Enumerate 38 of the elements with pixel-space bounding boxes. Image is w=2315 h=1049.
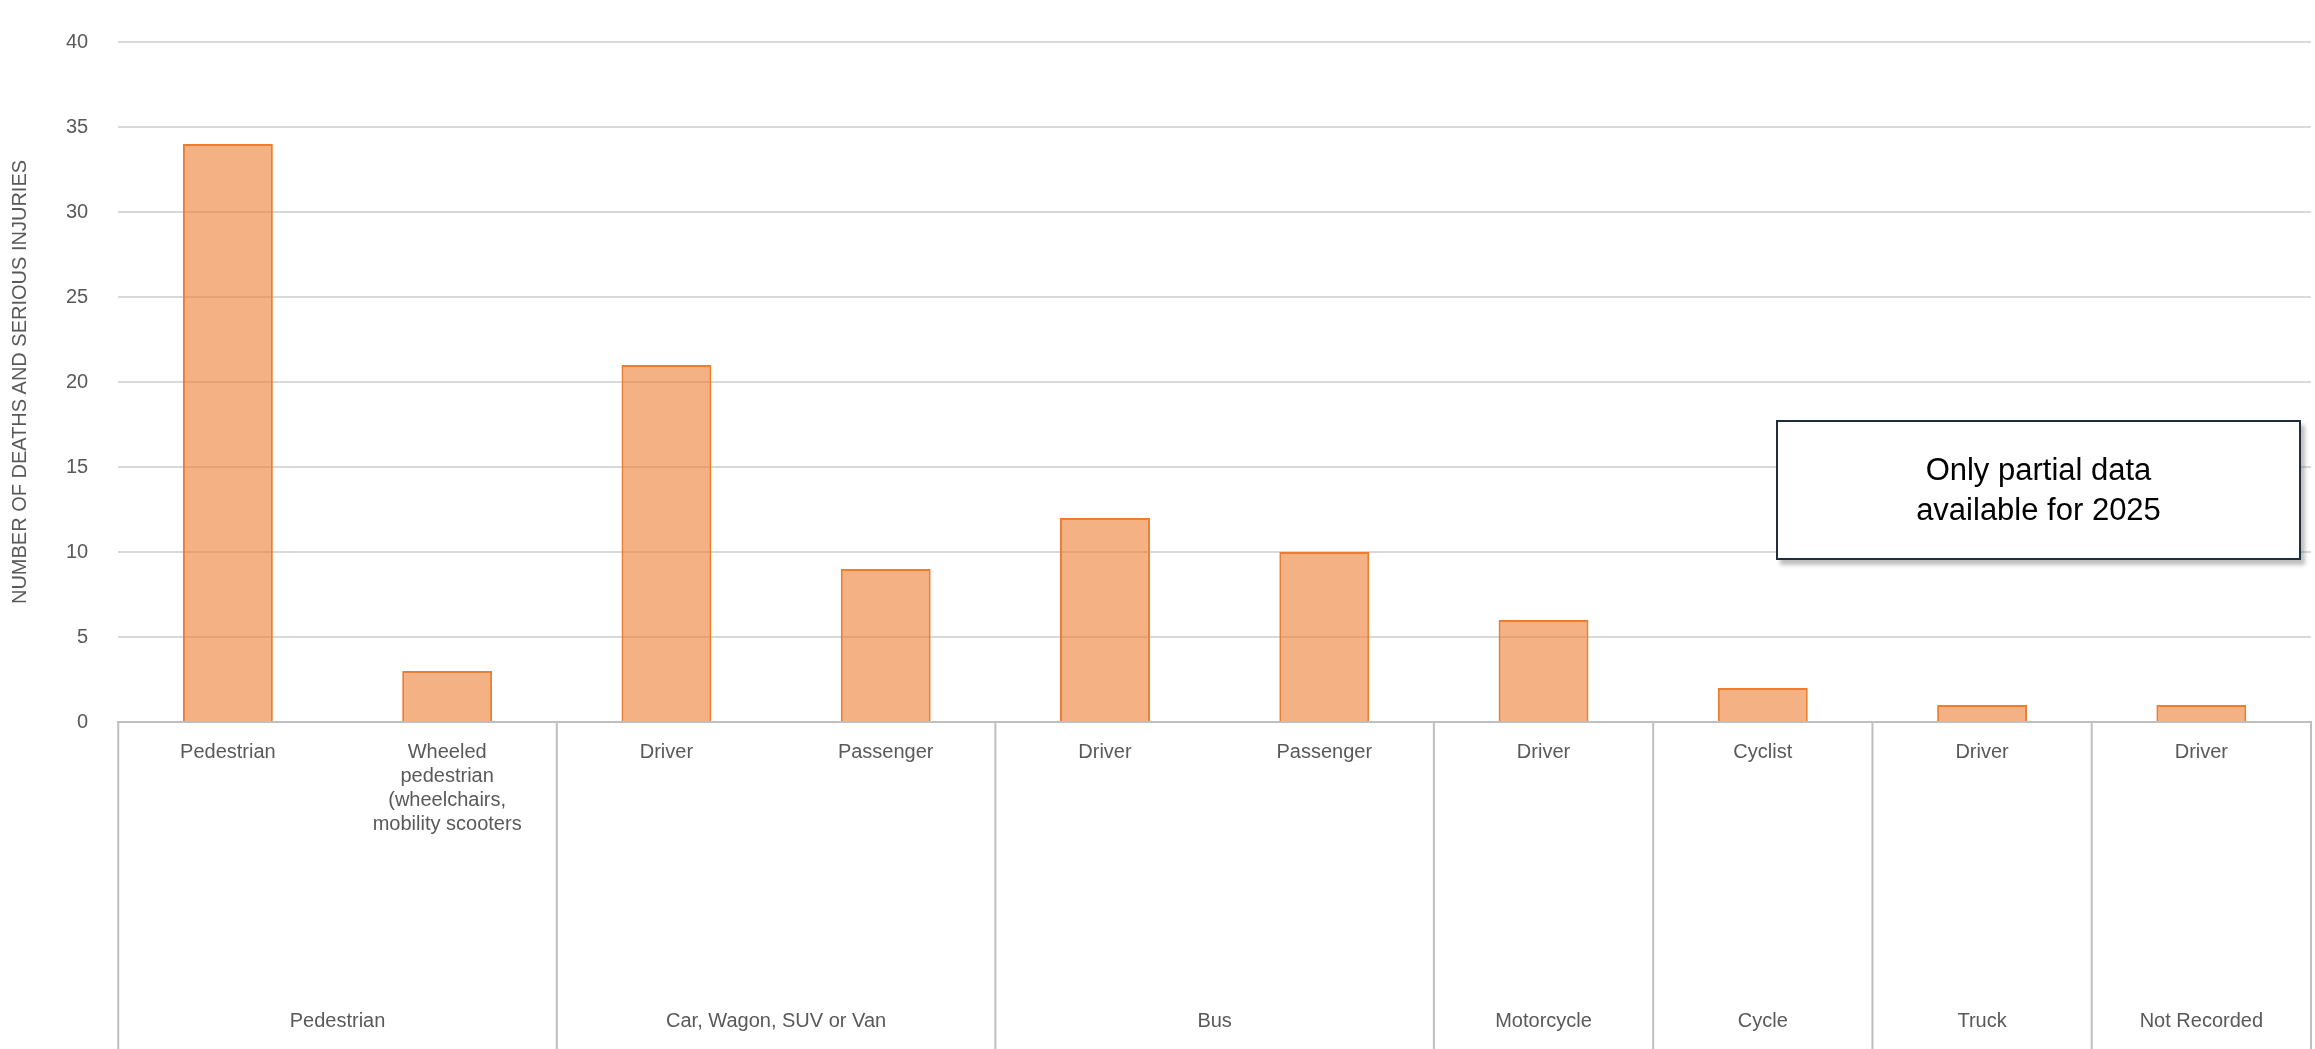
text: Not Recorded — [2139, 1008, 2264, 1031]
y-tick-label: 40 — [66, 29, 89, 52]
x-tick-label: Driver — [2174, 739, 2229, 762]
bar — [1060, 518, 1150, 721]
x-tick-label: Passenger — [837, 739, 934, 762]
y-tick-label: 0 — [77, 709, 89, 732]
y-tick-label: 20 — [66, 369, 89, 392]
bar — [1937, 705, 2028, 721]
text: Truck — [1957, 1008, 2008, 1031]
bar — [402, 671, 493, 721]
bar — [840, 569, 931, 721]
bar — [1717, 688, 1808, 721]
y-tick-label: 10 — [66, 539, 89, 562]
text: Cycle — [1737, 1008, 1788, 1031]
x-tick-label: Cyclist — [1733, 739, 1793, 762]
x-tick-label: Pedestrian — [180, 739, 276, 762]
text: Motorcycle — [1495, 1008, 1592, 1031]
bar — [1279, 552, 1370, 721]
bar — [182, 144, 273, 721]
y-tick-label: 35 — [66, 114, 89, 137]
text: Car, Wagon, SUV or Van — [666, 1008, 887, 1031]
y-tick-label: 5 — [77, 624, 89, 647]
x-tick-label: Driver — [1955, 739, 2010, 762]
bar — [1498, 620, 1589, 721]
x-tick-label: Driver — [1078, 739, 1132, 762]
x-tick-label: Wheeled pedestrian (wheelchairs, mobility scooters — [372, 739, 522, 834]
note-box: Only partial data available for 2025 — [1776, 420, 2301, 560]
y-axis-title: NUMBER OF DEATHS AND SERIOUS INJURIES — [7, 159, 30, 605]
text: Pedestrian — [289, 1008, 386, 1031]
bar — [2156, 705, 2247, 721]
x-tick-label: Driver — [639, 739, 694, 762]
y-tick-label: 15 — [66, 454, 89, 477]
x-tick-label: Passenger — [1276, 739, 1373, 762]
text: Bus — [1197, 1008, 1232, 1031]
y-tick-label: 30 — [66, 199, 89, 222]
x-tick-label: Driver — [1516, 739, 1571, 762]
bar — [621, 365, 712, 721]
y-tick-label: 25 — [66, 284, 89, 307]
